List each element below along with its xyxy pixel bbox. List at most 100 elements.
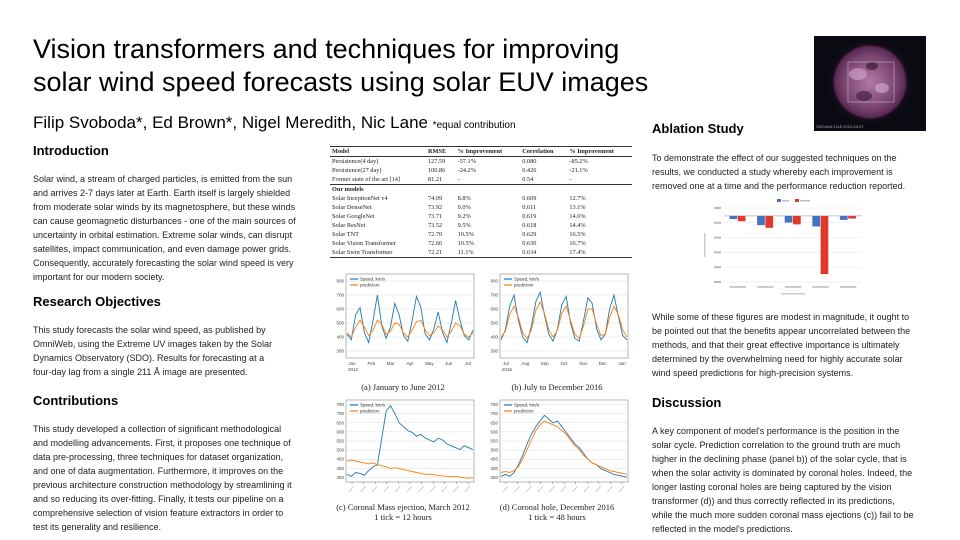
table-group-row: Our models [330,184,632,194]
cell: 9.2% [457,213,471,220]
text-line: This study forecasts the solar wind spee… [33,325,266,335]
y-tick-label: 500 [490,448,498,453]
text-line: while the much more sudden coronal mass … [652,510,914,520]
observed-speed-line [500,414,628,478]
x-tick-label [572,485,578,493]
cell: 10.5% [457,231,474,238]
cell: Solar DenseNet [332,204,372,211]
cell: 0.629 [522,231,537,238]
text-line: and modelling advancements. First, it pr… [33,438,291,448]
x-tick-label: Nov [579,361,588,366]
x-tick-label: Sep [541,361,550,366]
text-line: Solar wind, a stream of charged particle… [33,174,293,184]
cell: - [569,176,572,183]
y-tick-label: 400 [336,335,344,340]
x-tick-label [453,485,459,493]
text-line: reflected in the model's predictions. [652,524,793,534]
table-row: Former state of the art [14] 81.21 - 0.5… [330,175,632,185]
caption-d: (d) Coronal hole, December 2016 1 tick =… [472,502,642,522]
y-tick-label: 500 [336,321,344,326]
text-line: and arrives 2-7 days later at Earth. Ear… [33,188,291,198]
x-tick-label [618,485,625,493]
cell: 10.5% [457,240,474,247]
legend-label: prediction [514,409,534,414]
x-tick-label: Jul [465,361,471,366]
table-row: Persistence(27 day) 100.86 -24.2% 0.426 … [330,166,632,175]
prediction-line [346,459,474,479]
col-header: RMSE [426,146,456,157]
x-tick-label: Jul [503,361,509,366]
cell: 72.21 [426,248,456,258]
cell: - [457,176,460,183]
table-row: Solar ResNet 73.52 9.5% 0.618 14.4% [330,221,632,230]
text-line: results, we conducted a study whereby ea… [652,167,893,177]
legend-label: Speed, km/s [360,403,386,408]
cell: 0.619 [522,213,537,220]
cell: 16.5% [569,231,586,238]
cell: Persistence(27 day) [332,167,382,174]
x-category-label [729,286,747,288]
cell: 16.7% [569,240,586,247]
x-tick-label [348,485,355,493]
cell: 73.71 [428,213,443,220]
cell: 0.080 [522,158,537,165]
x-tick-label: Aug [521,361,530,366]
x-tick-label [584,485,590,493]
x-category-label [757,286,774,288]
table-row: Solar GoogleNet 73.71 9.2% 0.619 14.6% [330,212,632,221]
text-line: satellites, impact communication, and ev… [33,244,292,254]
author-names: Filip Svoboda*, Ed Brown*, Nigel Meredit… [33,113,433,132]
x-tick-label: Oct [560,361,568,366]
introduction-heading: Introduction [33,143,109,158]
text-line: removed one at a time and the performanc… [652,181,906,191]
legend-label [800,200,810,202]
ablation-bar [784,215,793,223]
text-line: can cause geomagnetic disturbances - one… [33,216,296,226]
col-header: Model [330,146,426,157]
ablation-bar [793,215,801,225]
y-tick-label: 600 [336,429,344,434]
x-axis-title [781,293,805,295]
title-line-2: solar wind speed forecasts using solar E… [33,67,649,97]
cell: Solar ResNet [332,222,366,229]
legend-label: Speed, km/s [514,403,540,408]
text-line: longer lasting coronal holes are being c… [652,482,892,492]
caption-c-scale: 1 tick = 12 hours [374,512,432,522]
cell: 8.8% [457,195,471,202]
y-tick-label [714,207,721,209]
cell: 0.611 [522,204,537,211]
y-tick-label: 700 [490,293,498,298]
col-header: Correlation [520,146,568,157]
x-tick-label [595,485,601,493]
chart-jan-jun-2012: 800 700 600 500 400 300 Jan Feb Mar Apr May Jun Jul 2… [336,273,475,372]
ablation-bar [812,215,821,227]
cell: 73.52 [428,222,443,229]
text-line: from moderate solar winds by its magneto… [33,202,296,212]
cell: Solar Swin Transformer [330,248,426,258]
text-line: solar cycle. Prediction correlation to t… [652,440,901,450]
y-tick-label: 700 [336,293,344,298]
x-category-label [839,286,857,288]
y-tick-label: 450 [490,457,498,462]
cell: 72.70 [428,231,443,238]
y-tick-label: 450 [336,457,344,462]
text-line: determined by the overwhelming need for … [652,354,903,364]
ablation-bar [737,215,746,222]
table-row: Solar Vision Transformer 72.66 10.5% 0.6… [330,239,632,248]
cell: 12.7% [569,195,586,202]
y-tick-label: 400 [490,335,498,340]
legend-label: prediction [360,409,380,414]
cell: Solar GoogleNet [332,213,375,220]
y-tick-label: 600 [336,307,344,312]
cell: -21.1% [569,167,588,174]
text-line: four-day lag from a single 211 Å image a… [33,367,248,377]
x-tick-label [514,485,520,493]
y-tick-label: 650 [336,420,344,425]
ablation-discussion-text: While some of these figures are modest i… [652,310,910,380]
text-line: wind speed predictions for high-precisio… [652,368,854,378]
x-tick-label [441,485,447,493]
ablation-bar [848,215,856,219]
contributions-text: This study developed a collection of sig… [33,422,292,534]
x-tick-label [502,485,509,493]
col-header: % Improvement [455,146,521,157]
